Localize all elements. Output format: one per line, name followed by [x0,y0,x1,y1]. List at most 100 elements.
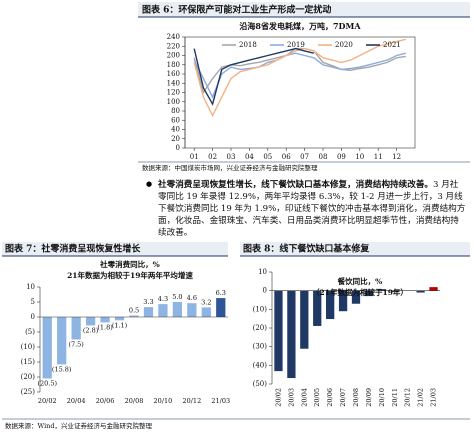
data-label: (7.5) [68,341,84,349]
data-label: (15.8) [52,365,72,373]
y-tick-label: 5 [31,298,35,306]
legend-label: 2018 [239,41,257,49]
data-label: 3.2 [201,298,211,306]
y-tick-label: (30) [253,343,268,351]
bar [338,290,348,312]
y-tick-label: 160 [167,70,180,78]
figure-title: 图表 8：线下餐饮缺口基本修复 [243,243,370,255]
x-tick-label: 21/03 [211,397,230,405]
series-line [193,52,406,99]
x-tick-label: 20/06 [326,388,334,407]
data-label: 4.3 [158,295,168,303]
x-tick-label: 20/04 [300,388,308,407]
y-tick-label: 80 [171,107,180,115]
data-label: 4.6 [187,294,197,302]
y-tick-label: 0 [176,144,180,152]
figure-header-bg [2,242,228,256]
y-tick-label: 60 [171,116,180,124]
x-tick-label: 02 [208,153,217,161]
y-tick-label: 240 [167,33,180,41]
paragraph-heading: 社零消费呈现恢复性增长，线下餐饮缺口基本修复，消费结构持续改善。 [158,180,434,190]
x-tick-label: 04 [245,153,254,161]
x-tick-label: 21/02 [417,388,425,407]
figure-title: 图表 6：环保限产可能对工业生产形成一定扰动 [142,4,331,16]
y-tick-label: (10) [253,305,268,313]
x-tick-label: 11 [374,153,383,161]
data-label: (1.8) [97,323,113,331]
legend-label: 2020 [335,41,353,49]
bar [143,307,154,317]
y-tick-label: 220 [167,42,180,50]
x-tick-label: 12 [392,153,401,161]
bar [429,287,438,291]
bar [129,315,139,317]
bar [287,290,296,379]
bar [326,290,335,320]
bullet: ● [146,180,153,188]
x-tick-label: 21/03 [430,388,438,407]
source-note: 数据来源：Wind，兴业证券经济与金融研究院整理 [5,421,152,430]
y-tick-label: 10 [258,268,267,276]
chart-title: 沿海8省发电耗煤，万吨，7DMA [239,21,361,31]
bar [377,289,386,291]
x-tick-label: 20/06 [96,397,115,405]
y-tick-label: 10 [26,283,35,291]
chart-title: 餐饮同比，% [337,276,383,286]
x-tick-label: 10 [355,153,364,161]
series-line [193,38,406,118]
y-tick-label: 20 [171,135,180,143]
bar [274,290,283,372]
bar [416,290,425,293]
data-label: 5.0 [172,293,182,301]
bar [57,317,67,365]
y-tick-label: (5) [25,328,35,336]
bar [313,290,322,326]
y-tick-label: 200 [167,52,180,60]
paragraph: 社零消费呈现恢复性增长，线下餐饮缺口基本修复，消费结构持续改善。3 月社零同比 … [158,179,466,239]
y-tick-label: (20) [21,373,36,381]
chart-title: 社零消费同比，% [99,259,160,269]
bar [172,302,183,317]
bar [390,290,399,292]
figure-header-bg [138,2,470,17]
x-tick-label: 20/09 [365,388,373,407]
bar [201,307,211,317]
figure-header-bg [240,242,470,256]
data-label: 3.3 [143,298,153,306]
x-tick-label: 20/10 [378,388,386,407]
bar [100,317,110,323]
bar [351,290,361,304]
legend-label: 2019 [287,41,305,49]
x-tick-label: 20/05 [313,388,321,407]
bar [364,290,374,297]
paragraph-text: 3 月社零同比 19 年录得 12.9%，两年平均录得 6.3%，较 1-2 月… [158,180,466,238]
bar [85,317,96,326]
x-tick-label: 09 [337,153,346,161]
bar [158,304,168,317]
x-tick-label: 08 [319,153,328,161]
bar [71,317,81,340]
data-label: (20.5) [37,380,57,388]
y-tick-label: 0 [263,287,267,295]
y-tick-label: (20) [253,324,268,332]
bar [300,290,309,349]
y-tick-label: (50) [253,380,268,388]
y-tick-label: 180 [167,61,180,69]
x-tick-label: 20/02 [274,388,282,407]
source-note: 数据来源：中国煤炭市场网，兴业证券经济与金融研究院整理 [142,163,318,172]
bar [187,303,197,317]
x-tick-label: 20/12 [404,388,412,407]
chart-subtitle: （21年数据为相较于19年） [312,287,408,297]
y-tick-label: (25) [21,388,36,396]
x-tick-label: 01 [190,153,199,161]
y-tick-label: (10) [21,343,36,351]
legend-label: 2021 [383,41,401,49]
x-tick-label: 07 [300,153,309,161]
y-tick-label: (40) [253,361,268,369]
x-tick-label: 05 [263,153,272,161]
x-tick-label: 20/04 [67,397,86,405]
y-tick-label: 120 [167,89,180,97]
y-tick-label: 100 [167,98,180,106]
